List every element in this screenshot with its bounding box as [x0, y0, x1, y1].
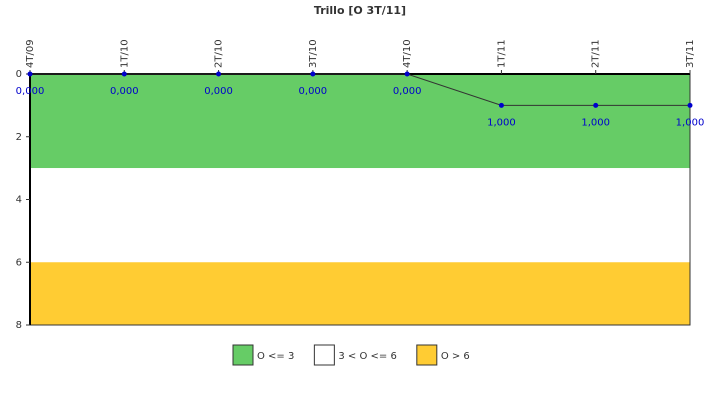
- value-label: 1,000: [581, 117, 610, 128]
- value-label: 0,000: [16, 86, 45, 97]
- point: [593, 102, 599, 108]
- legend-label: O > 6: [441, 351, 470, 362]
- y-tick-label: 2: [16, 132, 22, 143]
- x-tick-label: 3T/11: [685, 39, 696, 68]
- band: [30, 262, 690, 325]
- band: [30, 74, 690, 169]
- legend-swatch: [416, 344, 438, 366]
- x-tick-label: 2T/11: [591, 39, 602, 68]
- line: [30, 73, 690, 106]
- point: [216, 71, 222, 77]
- y-tick-label: 6: [16, 257, 22, 268]
- x-tick-label: 2T/10: [214, 39, 225, 68]
- point: [404, 71, 410, 77]
- point: [687, 102, 693, 108]
- value-label: 0,000: [204, 86, 233, 97]
- x-tick-label: 4T/10: [402, 39, 413, 68]
- y-tick-label: 4: [16, 195, 22, 206]
- legend-label: O <= 3: [257, 351, 294, 362]
- point: [27, 71, 33, 77]
- legend-label: 3 < O <= 6: [338, 351, 396, 362]
- chart-title: Trillo [O 3T/11]: [314, 4, 406, 17]
- value-label: 0,000: [393, 86, 422, 97]
- y-tick-label: 0: [16, 69, 22, 80]
- x-tick-label: 3T/10: [308, 39, 319, 68]
- y-tick-label: 8: [16, 320, 22, 331]
- x-tick-label: 4T/09: [25, 39, 36, 68]
- band: [30, 168, 690, 263]
- value-label: 1,000: [487, 117, 516, 128]
- point: [310, 71, 316, 77]
- value-label: 1,000: [676, 117, 705, 128]
- legend-swatch: [313, 344, 335, 366]
- point: [121, 71, 127, 77]
- x-tick-label: 1T/10: [119, 39, 130, 68]
- legend-swatch: [232, 344, 254, 366]
- value-label: 0,000: [299, 86, 328, 97]
- x-tick-label: 1T/11: [496, 39, 507, 68]
- value-label: 0,000: [110, 86, 139, 97]
- point: [498, 102, 504, 108]
